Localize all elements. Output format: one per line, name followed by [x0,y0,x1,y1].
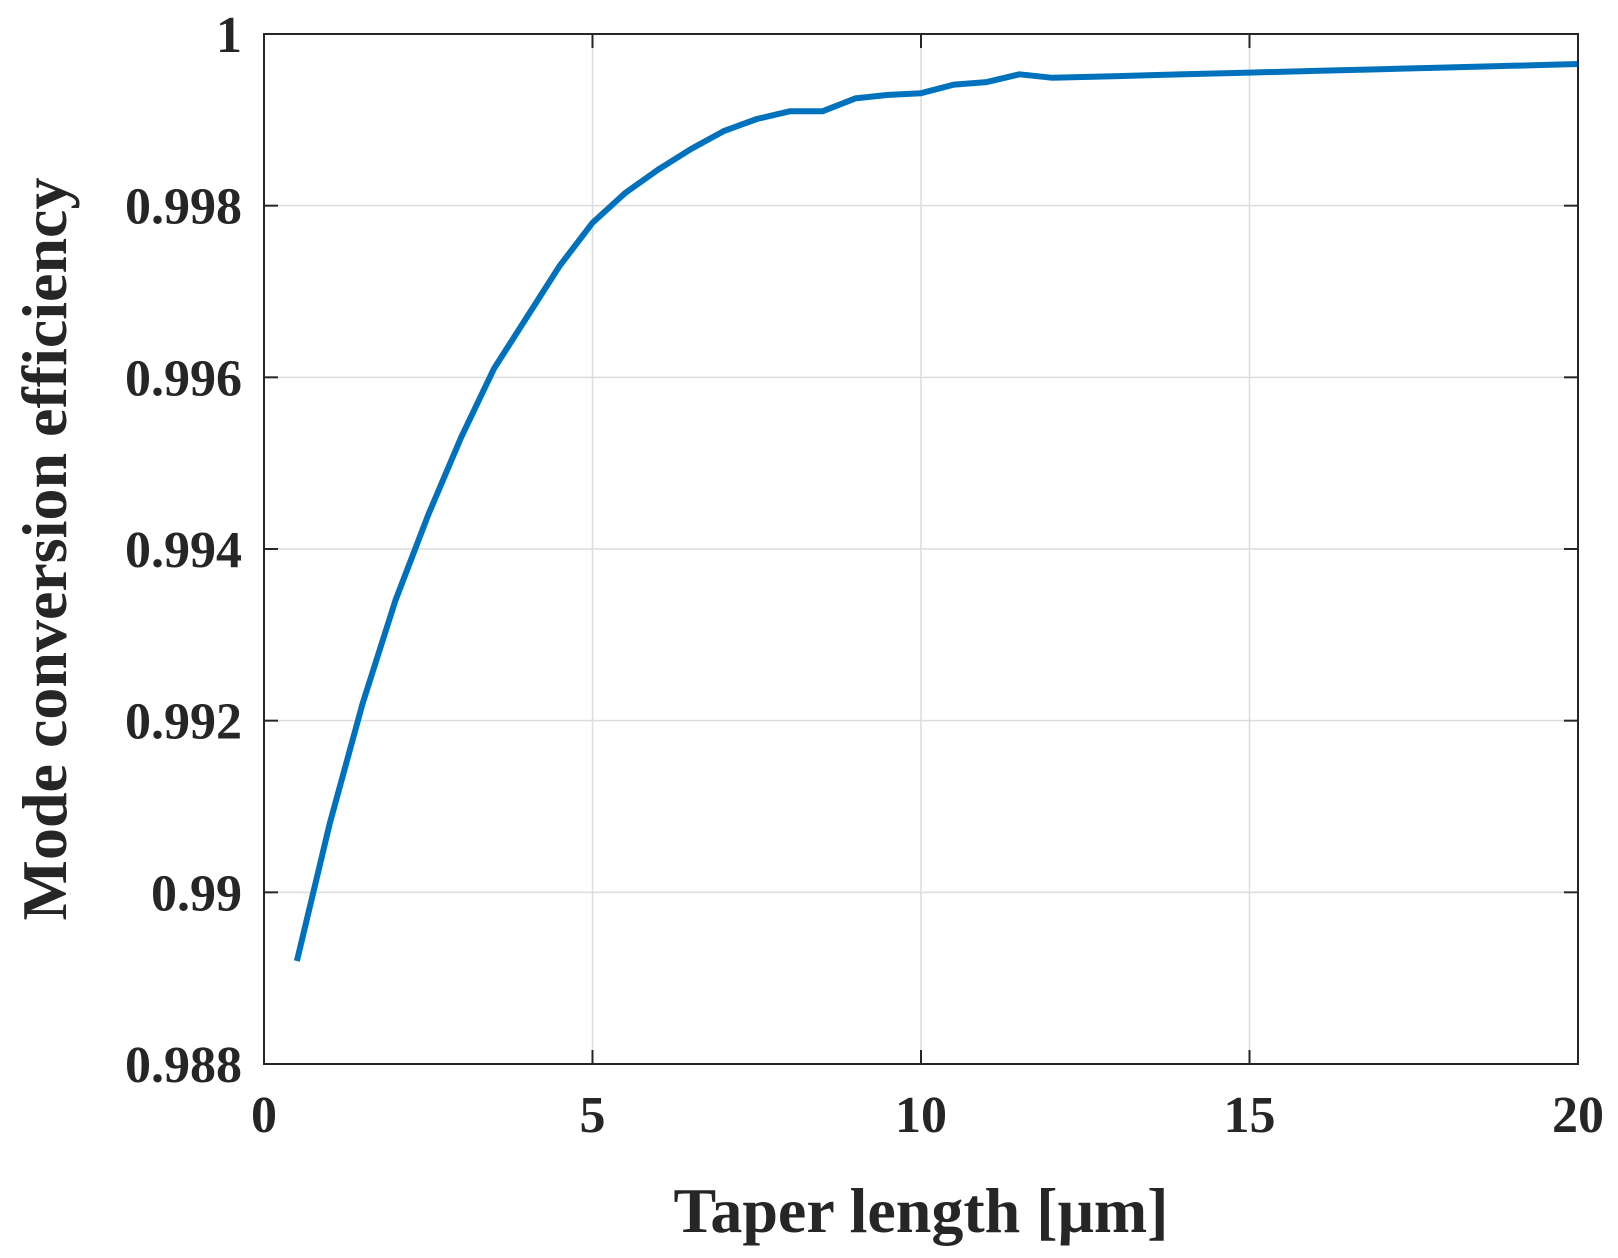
x-tick-label: 20 [1552,1087,1604,1144]
y-tick-label: 1 [216,7,242,64]
tick-marks [263,33,1579,1065]
y-axis-label: Mode conversion efficiency [9,178,80,921]
y-tick-labels: 0.988 0.99 0.992 0.994 0.996 0.998 1 [125,7,242,1094]
y-tick-label: 0.998 [125,179,242,236]
x-tick-labels: 0 5 10 15 20 [251,1087,1604,1144]
x-tick-label: 0 [251,1087,277,1144]
x-axis-label: Taper length [μm] [674,1175,1169,1246]
x-tick-label: 10 [895,1087,947,1144]
y-tick-label: 0.992 [125,694,242,751]
x-tick-label: 5 [580,1087,606,1144]
y-tick-label: 0.99 [151,865,242,922]
x-tick-label: 15 [1224,1087,1276,1144]
y-tick-label: 0.994 [125,522,242,579]
y-tick-label: 0.988 [125,1037,242,1094]
grid-lines [264,34,1578,1064]
series-layer [293,61,1579,962]
y-tick-label: 0.996 [125,350,242,407]
series-line [293,61,1579,962]
